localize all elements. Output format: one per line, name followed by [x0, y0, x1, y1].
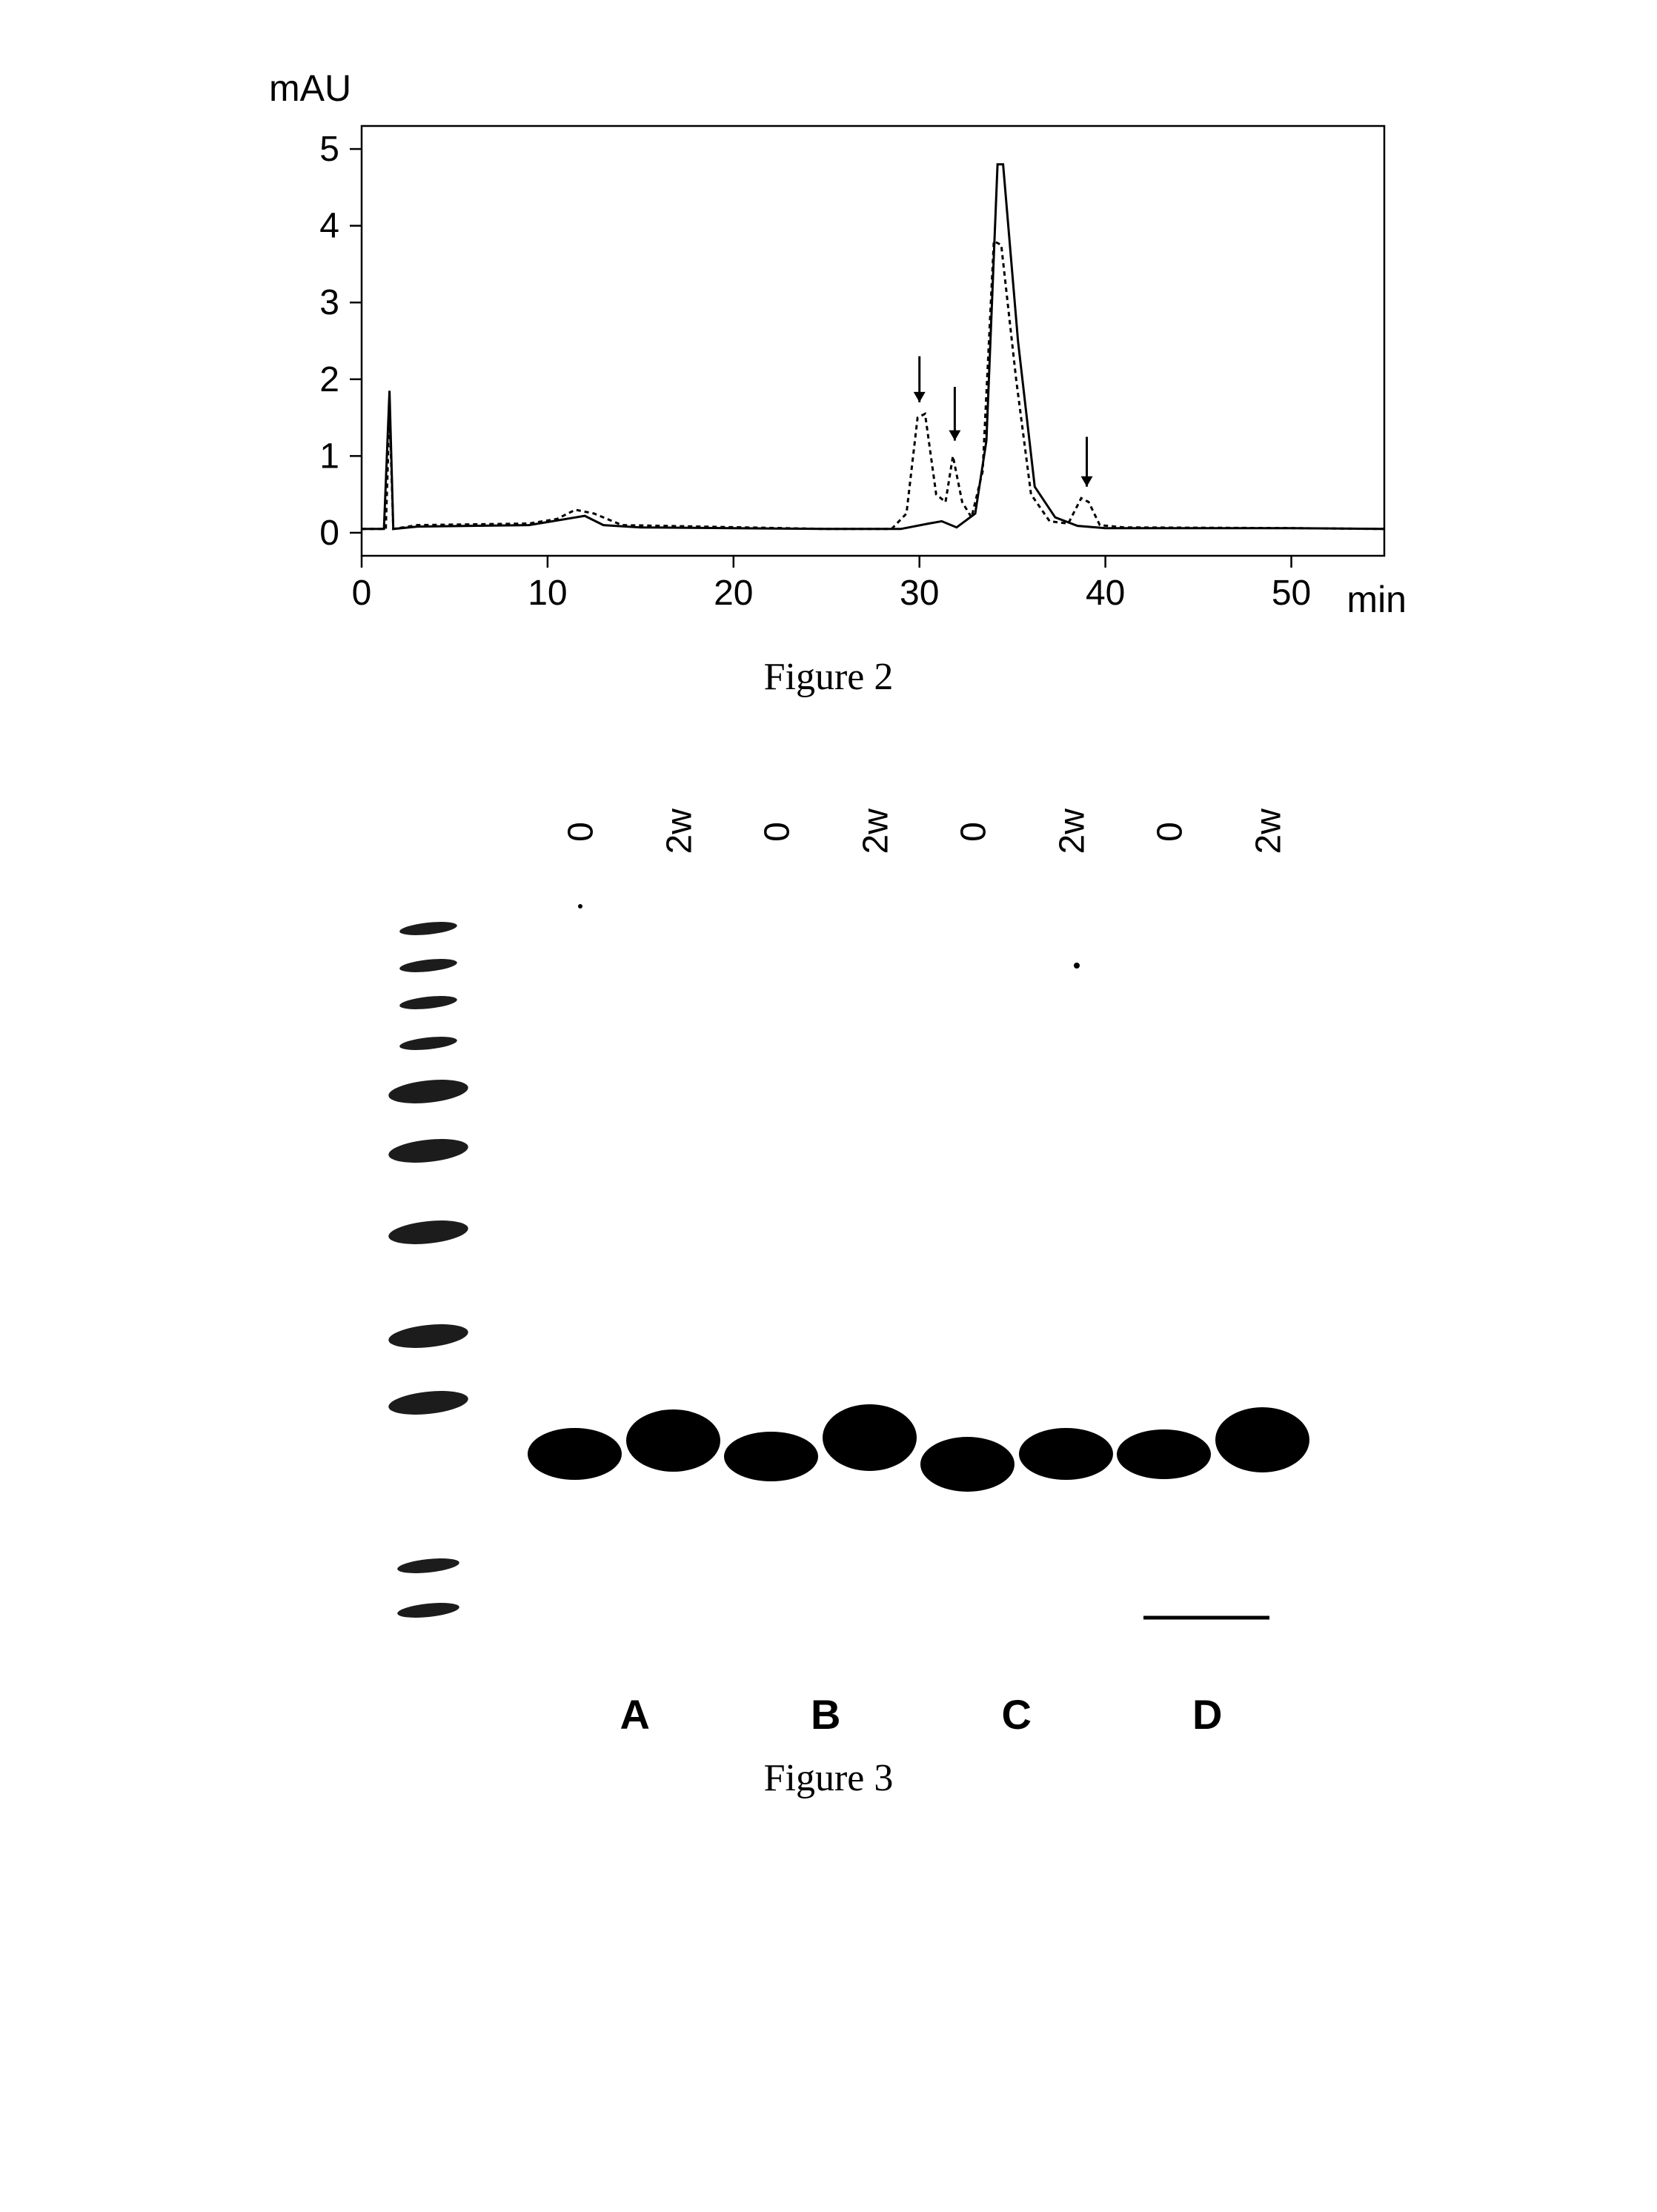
lane-top-label: 2w — [855, 810, 896, 854]
arrow-2 — [1081, 476, 1093, 487]
lane-top-label: 2w — [1052, 810, 1092, 854]
svg-text:0: 0 — [352, 574, 372, 613]
lane-top-label: 0 — [561, 810, 602, 854]
gel-svg — [310, 817, 1347, 1677]
svg-text:40: 40 — [1086, 574, 1125, 613]
sample-band-D-0 — [1117, 1429, 1211, 1479]
group-label-D: D — [1112, 1690, 1304, 1738]
series-dashed — [362, 241, 1384, 528]
svg-text:0: 0 — [319, 514, 339, 553]
svg-text:1: 1 — [319, 436, 339, 476]
chart-svg: 0 10 20 30 40 50 0 1 2 3 4 5 — [243, 74, 1414, 637]
sample-band-D-2w — [1215, 1407, 1309, 1472]
gel-group-labels: ABCD — [539, 1690, 1303, 1738]
gel-top-labels: 0 2w 0 2w 0 2w 0 2w — [532, 811, 1318, 852]
arrow-1 — [949, 431, 960, 441]
lane-top-label: 0 — [1150, 810, 1191, 854]
sample-band-B-2w — [823, 1404, 917, 1471]
lane-top-label: 0 — [954, 810, 994, 854]
arrow-0 — [914, 392, 926, 402]
svg-text:50: 50 — [1272, 574, 1311, 613]
sample-band-A-0 — [528, 1428, 622, 1480]
lane-top-label: 0 — [757, 810, 798, 854]
sample-band-C-2w — [1019, 1428, 1113, 1480]
figure-2: mAU 01020304050012345 min Figure 2 — [222, 74, 1435, 699]
group-label-A: A — [539, 1690, 731, 1738]
svg-text:30: 30 — [900, 574, 939, 613]
group-label-C: C — [921, 1690, 1112, 1738]
svg-text:3: 3 — [319, 283, 339, 322]
sample-band-A-2w — [626, 1409, 720, 1472]
svg-text:10: 10 — [528, 574, 567, 613]
svg-text:20: 20 — [714, 574, 753, 613]
series-solid — [362, 165, 1384, 529]
lane-top-label: 2w — [659, 810, 700, 854]
svg-text:2: 2 — [319, 360, 339, 399]
gel-image: 02w02w02w02w ABCD — [310, 817, 1347, 1738]
lane-top-label: 2w — [1248, 810, 1289, 854]
sample-band-B-0 — [724, 1432, 818, 1481]
figure-2-caption: Figure 2 — [222, 655, 1435, 699]
figure-3: 02w02w02w02w ABCD Figure 3 — [222, 817, 1435, 1800]
y-axis-label: mAU — [269, 67, 351, 110]
group-label-B: B — [731, 1690, 922, 1738]
x-axis-label: min — [1346, 578, 1407, 621]
svg-text:4: 4 — [319, 207, 339, 246]
figure-3-caption: Figure 3 — [222, 1756, 1435, 1800]
svg-text:5: 5 — [319, 130, 339, 169]
chromatogram-chart: mAU 01020304050012345 min — [243, 74, 1414, 637]
sample-band-C-0 — [920, 1437, 1015, 1492]
